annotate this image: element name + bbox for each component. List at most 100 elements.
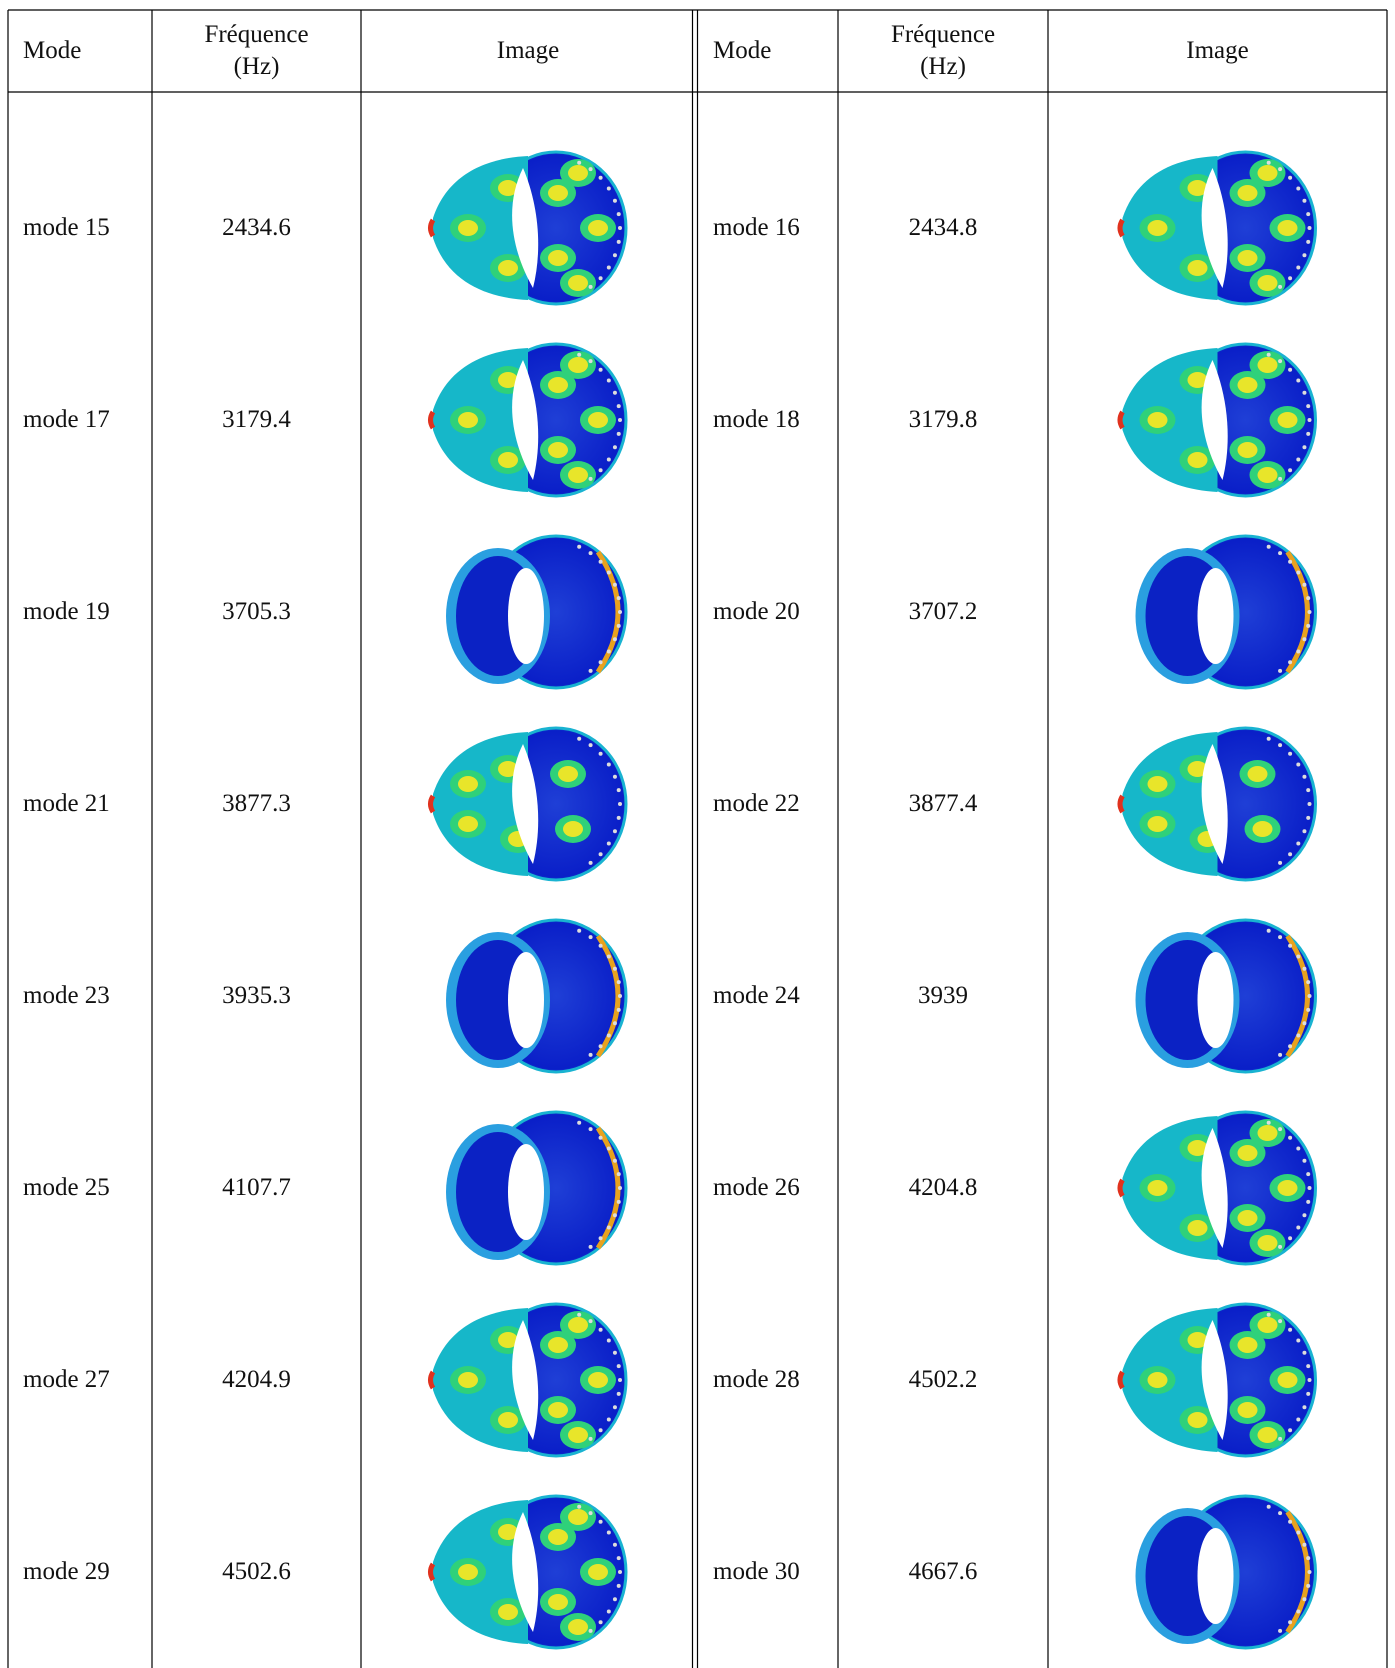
bolt	[1302, 1542, 1307, 1547]
blob	[498, 1412, 518, 1428]
bolt	[612, 390, 617, 395]
mode-cell: mode 30	[713, 1476, 838, 1668]
blob	[1147, 1180, 1168, 1196]
bolt	[1278, 935, 1283, 940]
bolt	[1278, 551, 1283, 556]
frequency-cell: 3179.8	[838, 324, 1048, 516]
frequency-cell-text: 4667.6	[908, 1557, 978, 1585]
blob	[548, 250, 568, 266]
bolt	[1296, 1146, 1301, 1151]
bolt	[577, 544, 582, 549]
frequency-cell: 4667.6	[838, 1476, 1048, 1668]
header-cell: Mode	[23, 10, 152, 92]
bolt	[1296, 1530, 1301, 1535]
bolt	[1307, 226, 1312, 230]
mode-cell-text: mode 22	[713, 789, 800, 817]
bolt	[598, 1135, 603, 1140]
mode-image	[1117, 342, 1317, 498]
bolt	[1296, 1417, 1301, 1422]
bolt	[1278, 1127, 1283, 1132]
frequency-cell: 4204.9	[152, 1284, 361, 1476]
bolt	[598, 276, 603, 281]
bolt	[612, 637, 617, 642]
mode-image	[1117, 726, 1317, 882]
bolt	[588, 359, 593, 364]
bolt	[1278, 1628, 1283, 1633]
blob	[548, 377, 568, 393]
mode-image	[446, 1110, 628, 1266]
bolt	[1302, 1021, 1307, 1026]
bolt	[588, 1511, 593, 1516]
blob	[588, 412, 608, 428]
bolt	[616, 404, 621, 409]
bolt	[1278, 284, 1283, 289]
bolt	[616, 788, 621, 793]
bolt	[1278, 1244, 1283, 1249]
bolt	[1302, 1350, 1307, 1355]
bolt	[1278, 860, 1283, 865]
bolt	[1302, 966, 1307, 971]
bolt	[1296, 762, 1301, 767]
bolt	[1288, 367, 1293, 372]
mode-cell-text: mode 18	[713, 405, 800, 433]
bolt	[1296, 1609, 1301, 1614]
opening	[508, 1144, 544, 1240]
opening	[512, 744, 539, 864]
blob	[1257, 1317, 1278, 1333]
edge	[1117, 1370, 1125, 1390]
bolt	[588, 284, 593, 289]
bolt	[1296, 570, 1301, 575]
bolt	[612, 1542, 617, 1547]
frequency-cell: 2434.8	[838, 132, 1048, 324]
blob	[548, 185, 568, 201]
blob	[1147, 220, 1168, 236]
bolt	[1306, 815, 1311, 820]
bolt	[598, 175, 603, 180]
opening	[512, 360, 539, 480]
bolt	[1302, 637, 1307, 642]
opening	[1201, 1128, 1228, 1248]
blob	[498, 1332, 518, 1348]
frequency-cell: 2434.6	[152, 132, 361, 324]
bolt	[598, 751, 603, 756]
header-cell: Fréquence (Hz)	[838, 10, 1048, 92]
bolt	[1278, 668, 1283, 673]
bolt	[1296, 1225, 1301, 1230]
mode-image	[428, 150, 628, 306]
bolt	[606, 841, 611, 846]
blob	[1147, 776, 1168, 792]
frequency-cell-text: 4107.7	[222, 1173, 291, 1201]
blob	[498, 1524, 518, 1540]
blob	[1237, 377, 1258, 393]
bolt	[1266, 544, 1271, 549]
header-cell: Mode	[713, 10, 838, 92]
bolt	[1296, 1033, 1301, 1038]
bolt	[1288, 660, 1293, 665]
mode-image	[428, 1494, 628, 1650]
bolt	[606, 1417, 611, 1422]
opening	[1201, 168, 1228, 288]
bolt	[588, 551, 593, 556]
bolt	[588, 935, 593, 940]
blob	[1147, 412, 1168, 428]
bolt	[1302, 253, 1307, 258]
bolt	[612, 445, 617, 450]
mode-image	[1135, 1494, 1317, 1650]
opening	[1197, 568, 1234, 664]
blob	[563, 821, 583, 837]
blob	[1187, 452, 1208, 468]
frequency-cell-text: 4502.6	[222, 1557, 291, 1585]
blob	[1237, 1337, 1258, 1353]
bolt	[1278, 1436, 1283, 1441]
bolt	[1278, 476, 1283, 481]
frequency-cell-text: 2434.8	[908, 213, 978, 241]
frequency-cell-text: 3179.8	[908, 405, 978, 433]
mode-cell: mode 26	[713, 1092, 838, 1284]
header-cell-text: Mode	[713, 36, 772, 64]
frequency-cell: 3877.4	[838, 708, 1048, 900]
bolt	[1306, 431, 1311, 436]
bolt	[1278, 167, 1283, 172]
mode-cell: mode 25	[23, 1092, 152, 1284]
blob	[1187, 1332, 1208, 1348]
